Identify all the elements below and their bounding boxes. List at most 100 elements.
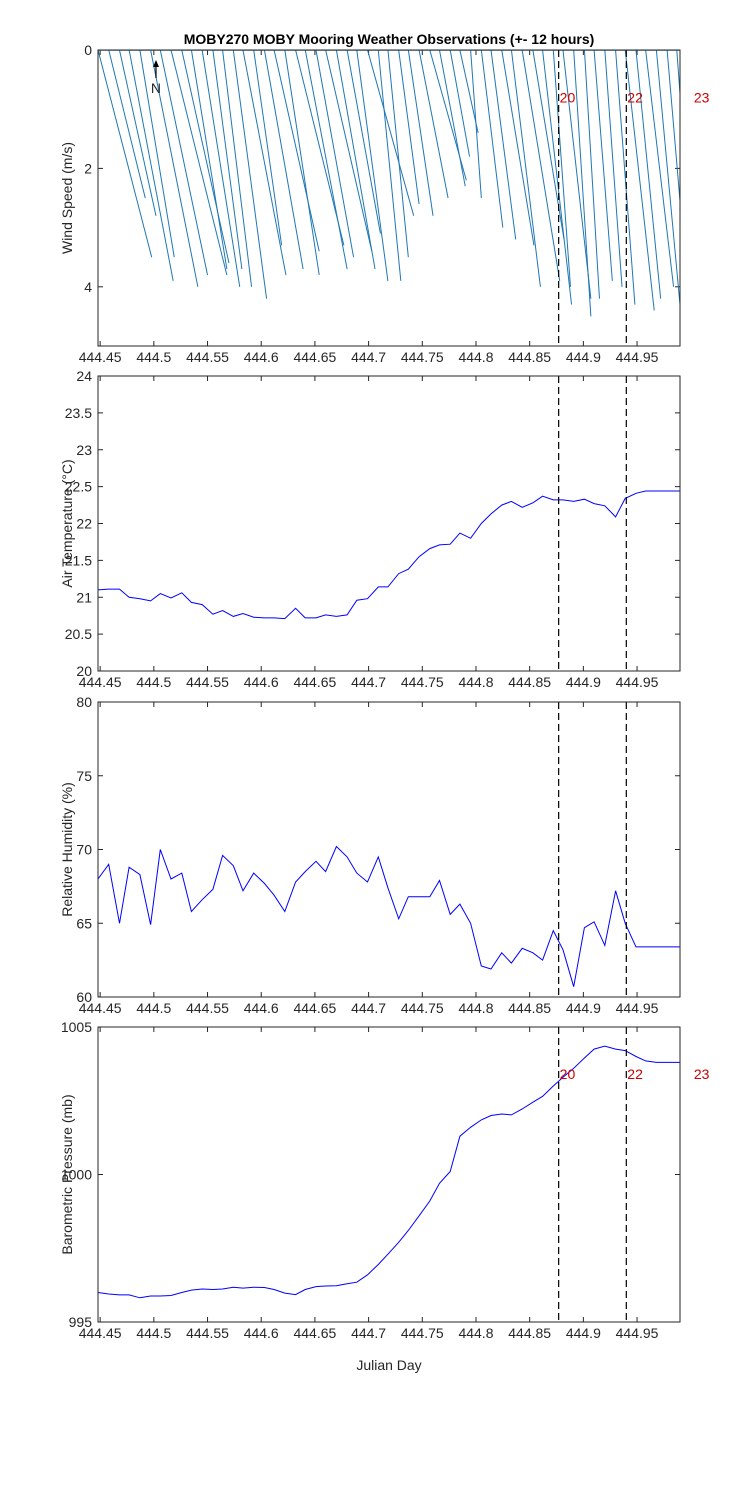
y-axis-label: Wind Speed (m/s) <box>59 142 75 254</box>
wind-vector-21 <box>315 50 355 258</box>
wind-vector-49 <box>604 50 623 287</box>
wind-vector-15 <box>253 50 283 246</box>
x-tick-label: 444.45 <box>79 674 122 690</box>
x-tick-label: 444.85 <box>508 674 551 690</box>
series-line-humidity <box>98 845 680 987</box>
x-tick-label: 444.65 <box>293 1000 336 1016</box>
y-tick-label: 22.5 <box>65 479 92 495</box>
x-tick-label: 444.6 <box>244 1000 279 1016</box>
wind-vector-8 <box>181 50 230 264</box>
wind-vector-50 <box>615 50 636 305</box>
wind-vector-25 <box>356 50 389 281</box>
x-tick-label: 444.9 <box>566 1325 601 1341</box>
x-tick-label: 444.75 <box>401 349 444 365</box>
x-tick-label: 444.95 <box>616 1000 659 1016</box>
y-tick-label: 1005 <box>61 1019 92 1035</box>
panel-temp: 444.45 444.5 444.55 444.6 444.65 444.7 444.75 4… <box>59 368 681 690</box>
wind-vector-35 <box>459 50 479 133</box>
plot-area <box>98 1027 680 1322</box>
x-tick-label: 444.55 <box>186 674 229 690</box>
y-tick-label: 70 <box>76 842 92 858</box>
y-tick-label: 23.5 <box>65 405 92 421</box>
wind-vector-9 <box>190 50 228 270</box>
wind-vector-17 <box>273 50 320 252</box>
wind-vector-14 <box>242 50 287 276</box>
wind-vector-27 <box>377 50 402 281</box>
north-label: N <box>151 80 161 96</box>
day-label: 23 <box>694 89 710 105</box>
x-tick-label: 444.5 <box>136 1000 171 1016</box>
x-tick-label: 444.55 <box>186 349 229 365</box>
x-tick-label: 444.75 <box>401 674 444 690</box>
y-tick-label: 23 <box>76 442 92 458</box>
wind-vector-51 <box>624 50 655 311</box>
x-tick-label: 444.5 <box>136 1325 171 1341</box>
plot-area <box>98 702 680 997</box>
x-axis-label: Julian Day <box>356 1357 421 1373</box>
x-tick-label: 444.95 <box>616 1325 659 1341</box>
wind-vector-0 <box>98 50 153 258</box>
wind-vector-20 <box>304 50 348 270</box>
wind-vector-37 <box>480 50 504 228</box>
x-tick-label: 444.7 <box>351 349 386 365</box>
day-label: 20 <box>560 1066 576 1082</box>
x-tick-label: 444.85 <box>508 1000 551 1016</box>
wind-vector-40 <box>510 50 541 287</box>
panel-wind: 444.45 444.5 444.55 444.6 444.65 444.7 444.75 4… <box>59 42 710 365</box>
x-tick-label: 444.85 <box>508 1325 551 1341</box>
wind-vector-36 <box>470 50 482 199</box>
data-layer <box>98 490 680 620</box>
wind-vector-10 <box>201 50 241 287</box>
wind-vector-30 <box>407 50 434 216</box>
y-tick-label: 4 <box>84 279 92 295</box>
x-tick-label: 444.95 <box>616 674 659 690</box>
x-tick-label: 444.8 <box>458 674 493 690</box>
y-axis-label: Relative Humidity (%) <box>59 782 75 917</box>
wind-vector-23 <box>335 50 376 270</box>
y-tick-label: 22 <box>76 516 92 532</box>
y-tick-label: 20 <box>76 663 92 679</box>
wind-vector-18 <box>284 50 320 276</box>
x-tick-label: 444.65 <box>293 349 336 365</box>
wind-vector-47 <box>583 50 600 299</box>
x-tick-label: 444.55 <box>186 1000 229 1016</box>
wind-vector-13 <box>232 50 268 299</box>
x-tick-label: 444.9 <box>566 1000 601 1016</box>
wind-vector-2 <box>118 50 157 216</box>
wind-vector-6 <box>159 50 209 276</box>
wind-vector-24 <box>346 50 381 234</box>
plot-frame <box>97 1026 681 1323</box>
wind-vector-3 <box>128 50 174 281</box>
wind-vector-55 <box>666 50 680 207</box>
plot-frame <box>97 49 681 347</box>
wind-vector-48 <box>593 50 613 281</box>
wind-vector-39 <box>501 50 535 246</box>
chart-title: MOBY270 MOBY Mooring Weather Observation… <box>184 31 595 47</box>
wind-vector-1 <box>108 50 146 199</box>
panel-humidity: 444.45 444.5 444.55 444.6 444.65 444.7 444.75 4… <box>59 694 681 1016</box>
x-tick-label: 444.5 <box>136 674 171 690</box>
x-tick-label: 444.9 <box>566 349 601 365</box>
x-tick-label: 444.45 <box>79 1325 122 1341</box>
x-tick-label: 444.9 <box>566 674 601 690</box>
day-label: 23 <box>694 1066 710 1082</box>
x-tick-label: 444.5 <box>136 349 171 365</box>
wind-vector-22 <box>325 50 373 252</box>
y-tick-label: 1000 <box>61 1167 92 1183</box>
wind-vector-5 <box>150 50 199 287</box>
wind-vector-26 <box>367 50 415 216</box>
wind-vector-45 <box>562 50 592 299</box>
x-tick-label: 444.6 <box>244 674 279 690</box>
x-tick-label: 444.7 <box>351 1325 386 1341</box>
y-tick-label: 0 <box>84 42 92 58</box>
wind-vector-16 <box>263 50 304 270</box>
panel-pressure: 444.45 444.5 444.55 444.6 444.65 444.7 444.75 4… <box>59 1019 710 1373</box>
x-tick-label: 444.7 <box>351 1000 386 1016</box>
y-axis-label: Air Temperature (°C) <box>59 459 75 587</box>
wind-vector-34 <box>449 50 471 157</box>
wind-vector-11 <box>212 50 243 270</box>
x-tick-label: 444.8 <box>458 1000 493 1016</box>
x-tick-label: 444.7 <box>351 674 386 690</box>
y-tick-label: 24 <box>76 368 92 384</box>
day-label: 22 <box>627 1066 643 1082</box>
